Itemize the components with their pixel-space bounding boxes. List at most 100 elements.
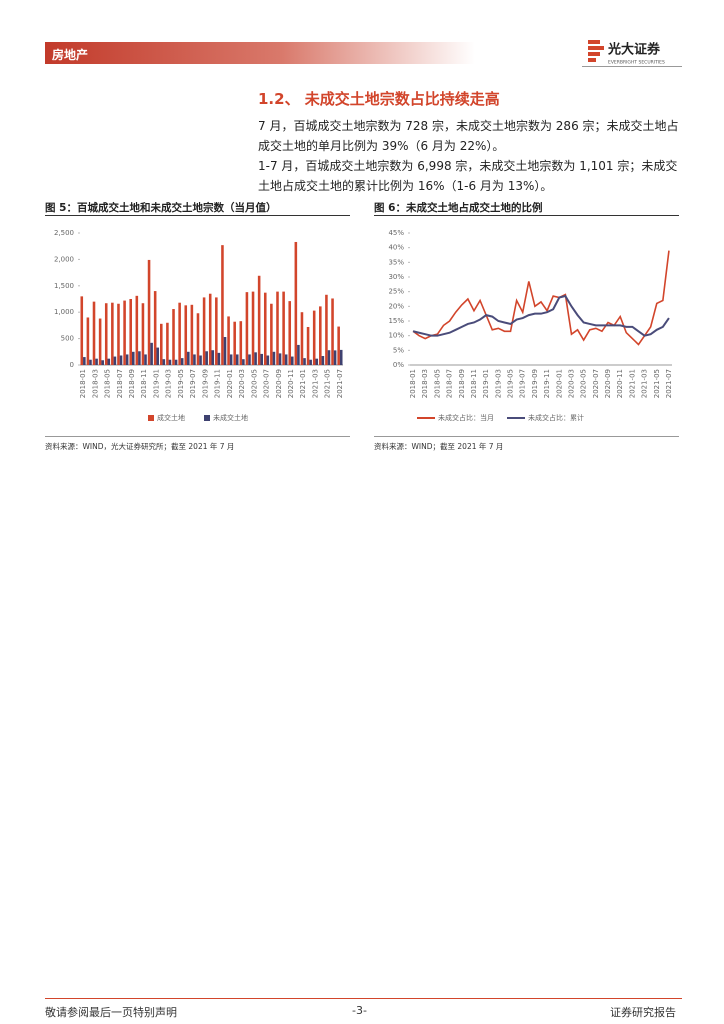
line-series — [412, 250, 670, 346]
figure-caption: 图 5：百城成交土地和未成交土地宗数（当月值） — [45, 202, 277, 214]
bar — [129, 299, 132, 365]
bar — [294, 241, 298, 365]
bar — [153, 291, 157, 365]
x-tick-label: 2018-05 — [104, 369, 112, 398]
section-name: 房地产 — [52, 48, 89, 62]
logo-stripe — [588, 46, 604, 50]
bar — [199, 355, 202, 365]
bar — [166, 322, 169, 365]
bar — [135, 295, 139, 365]
legend-label: 未成交占比：当月 — [438, 413, 494, 422]
header-bar — [45, 42, 475, 64]
x-tick-label: 2021-05 — [653, 369, 661, 398]
y-tick-label: 35% — [388, 258, 404, 266]
x-tick-label: 2018-01 — [409, 369, 417, 398]
x-tick-label: 2020-07 — [263, 369, 271, 398]
legend-swatch — [204, 415, 210, 421]
bar — [172, 309, 175, 365]
bar — [215, 297, 218, 365]
footer-disclaimer: 敬请参阅最后一页特别声明 — [45, 1006, 177, 1019]
bar — [260, 353, 263, 365]
bar — [123, 300, 126, 365]
legend-label: 未成交占比：累计 — [528, 413, 584, 422]
bar — [162, 359, 166, 365]
x-tick-label: 2019-03 — [494, 369, 502, 398]
bar — [325, 294, 328, 365]
x-tick-label: 2020-05 — [250, 369, 258, 398]
x-tick-label: 2020-01 — [226, 369, 234, 398]
y-tick-label: 2,500 — [54, 229, 74, 237]
bar — [233, 321, 236, 365]
x-tick-label: 2019-07 — [189, 369, 197, 398]
x-tick-label: 2018-11 — [140, 369, 148, 398]
bar — [257, 275, 261, 365]
y-tick-label: 0 — [70, 361, 74, 369]
bar — [288, 301, 292, 365]
bar — [276, 291, 279, 365]
bar — [156, 347, 160, 365]
bar — [92, 301, 96, 365]
bar — [315, 358, 319, 365]
y-tick-label: 20% — [388, 302, 404, 310]
x-tick-label: 2018-05 — [433, 369, 441, 398]
bar — [245, 292, 249, 365]
bar — [235, 354, 239, 365]
y-tick-label: 40% — [388, 244, 404, 252]
bar — [239, 321, 243, 365]
y-tick-label: 5% — [393, 346, 404, 354]
section-heading: 1.2、 未成交土地宗数占比持续走高 — [258, 90, 500, 108]
y-tick-label: 25% — [388, 288, 404, 296]
bar — [263, 292, 267, 365]
bar — [138, 351, 141, 365]
bar — [306, 326, 310, 365]
x-tick-label: 2018-07 — [446, 369, 454, 398]
bar — [248, 354, 251, 365]
legend-label: 成交土地 — [157, 413, 185, 422]
bar — [117, 303, 120, 365]
bar — [337, 326, 340, 365]
bar — [150, 342, 153, 365]
footer-report-type: 证券研究报告 — [610, 1006, 676, 1019]
caption-rule — [45, 215, 350, 216]
bar — [339, 349, 343, 365]
brand-logo: 光大证券 EVERBRIGHT SECURITIES — [588, 40, 665, 66]
bar — [168, 359, 172, 365]
x-tick-label: 2019-01 — [482, 369, 490, 398]
bar — [187, 351, 190, 365]
x-tick-label: 2021-05 — [324, 369, 332, 398]
bar — [297, 344, 300, 365]
y-tick-label: 10% — [388, 332, 404, 340]
x-tick-label: 2019-11 — [214, 369, 222, 398]
logo-stripe — [588, 52, 600, 56]
x-tick-label: 2019-11 — [543, 369, 551, 398]
x-tick-label: 2021-01 — [628, 369, 636, 398]
bar — [180, 358, 184, 365]
legend-swatch — [148, 415, 154, 421]
chart: 0% 5% 10% 15% 20% 25% 30% 35% 40% 45% 2018-01 2018-… — [388, 229, 673, 422]
bar — [333, 350, 337, 365]
logo-stripe — [588, 58, 596, 62]
y-tick-label: 1,500 — [54, 282, 74, 290]
bar — [144, 354, 147, 365]
bar — [119, 355, 123, 365]
brand-name: 光大证券 — [607, 42, 661, 58]
bar — [89, 359, 92, 365]
bar — [272, 351, 276, 365]
x-tick-label: 2018-09 — [128, 369, 136, 398]
bar — [104, 303, 108, 365]
bar — [125, 354, 129, 365]
x-tick-label: 2020-11 — [616, 369, 624, 398]
x-tick-label: 2020-11 — [287, 369, 295, 398]
bar — [291, 356, 294, 365]
figure-source: 资料来源：WIND，光大证券研究所；截至 2021 年 7 月 — [45, 442, 235, 451]
bar — [327, 350, 331, 365]
bar — [86, 317, 90, 365]
x-tick-label: 2020-09 — [275, 369, 283, 398]
bar — [331, 298, 334, 365]
bar — [312, 310, 316, 365]
bar — [160, 323, 163, 365]
x-tick-label: 2019-07 — [519, 369, 527, 398]
x-tick-label: 2019-05 — [177, 369, 185, 398]
x-tick-label: 2020-03 — [238, 369, 246, 398]
